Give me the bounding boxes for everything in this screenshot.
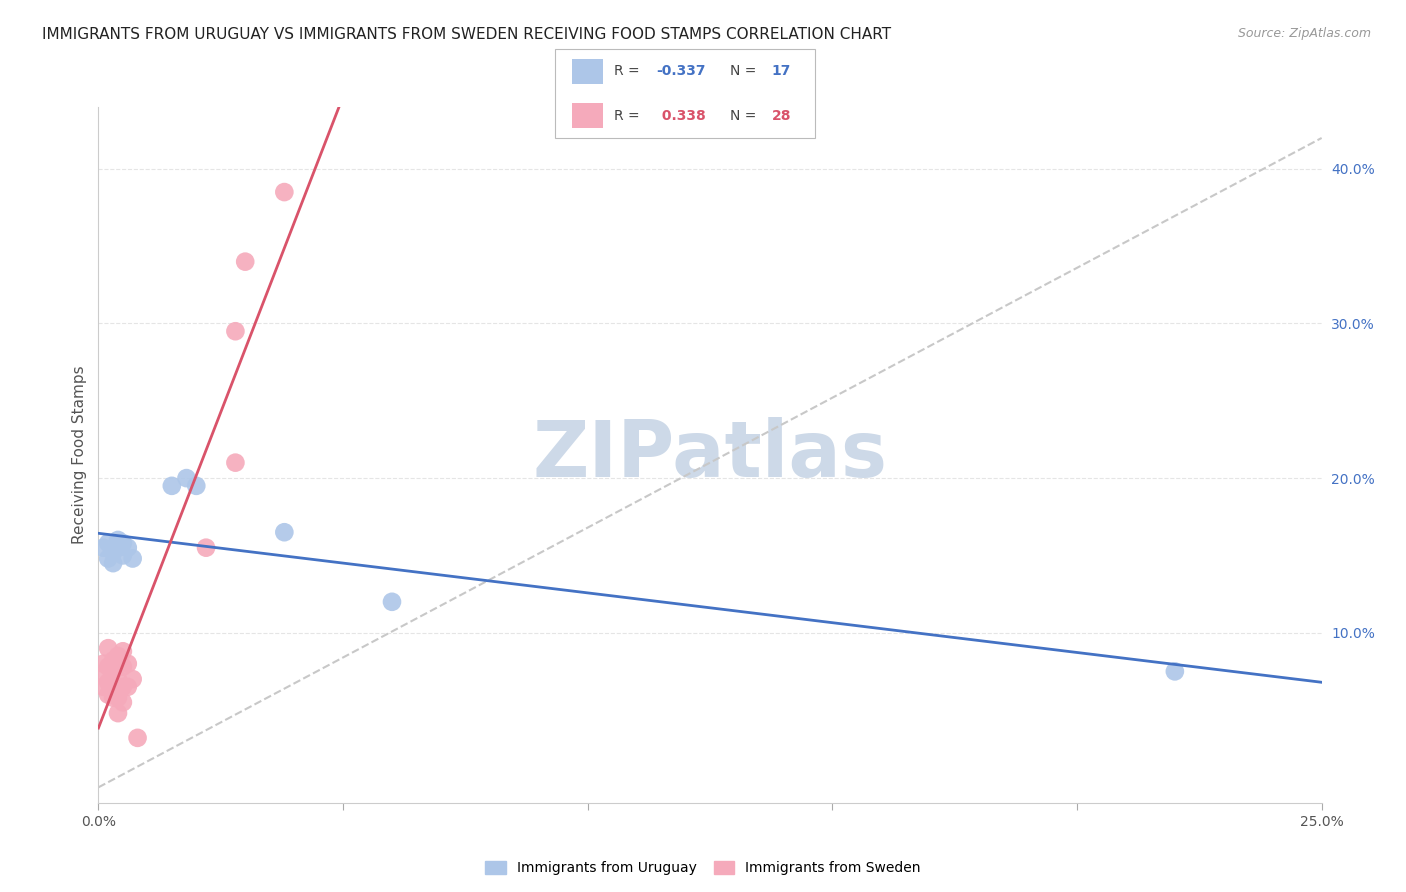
Point	[111, 680, 134, 694]
Point	[111, 644, 134, 658]
Point	[111, 549, 134, 563]
Point	[121, 672, 143, 686]
Point	[101, 556, 124, 570]
Point	[121, 551, 143, 566]
Point	[117, 541, 139, 555]
Point	[186, 479, 208, 493]
Text: R =: R =	[614, 109, 644, 123]
Point	[111, 695, 134, 709]
Point	[107, 533, 129, 547]
Text: 0.338: 0.338	[657, 109, 706, 123]
Point	[91, 669, 114, 683]
Point	[101, 654, 124, 668]
Point	[97, 688, 120, 702]
Point	[176, 471, 198, 485]
Point	[224, 456, 246, 470]
Point	[97, 641, 120, 656]
Point	[160, 479, 183, 493]
Point	[381, 595, 404, 609]
Text: ZIPatlas: ZIPatlas	[533, 417, 887, 493]
Point	[1164, 665, 1187, 679]
Text: Source: ZipAtlas.com: Source: ZipAtlas.com	[1237, 27, 1371, 40]
Text: -0.337: -0.337	[657, 64, 706, 78]
Point	[91, 541, 114, 555]
Point	[111, 536, 134, 550]
Point	[117, 680, 139, 694]
Point	[101, 665, 124, 679]
Point	[107, 648, 129, 663]
Point	[97, 536, 120, 550]
Legend: Immigrants from Uruguay, Immigrants from Sweden: Immigrants from Uruguay, Immigrants from…	[479, 855, 927, 880]
Point	[273, 185, 295, 199]
Point	[97, 659, 120, 673]
Point	[233, 254, 256, 268]
Text: N =: N =	[730, 109, 761, 123]
Text: IMMIGRANTS FROM URUGUAY VS IMMIGRANTS FROM SWEDEN RECEIVING FOOD STAMPS CORRELAT: IMMIGRANTS FROM URUGUAY VS IMMIGRANTS FR…	[42, 27, 891, 42]
Point	[107, 706, 129, 720]
Point	[273, 525, 295, 540]
Point	[91, 657, 114, 671]
Point	[101, 684, 124, 698]
Text: N =: N =	[730, 64, 761, 78]
Point	[107, 672, 129, 686]
Point	[97, 551, 120, 566]
Point	[111, 659, 134, 673]
Text: R =: R =	[614, 64, 644, 78]
Point	[107, 690, 129, 705]
Y-axis label: Receiving Food Stamps: Receiving Food Stamps	[72, 366, 87, 544]
Point	[101, 690, 124, 705]
Point	[117, 657, 139, 671]
Text: 28: 28	[772, 109, 792, 123]
Point	[224, 324, 246, 338]
Point	[97, 675, 120, 690]
Point	[91, 680, 114, 694]
Point	[127, 731, 149, 745]
Point	[195, 541, 218, 555]
Point	[101, 545, 124, 559]
Text: 17: 17	[772, 64, 792, 78]
Point	[107, 541, 129, 555]
